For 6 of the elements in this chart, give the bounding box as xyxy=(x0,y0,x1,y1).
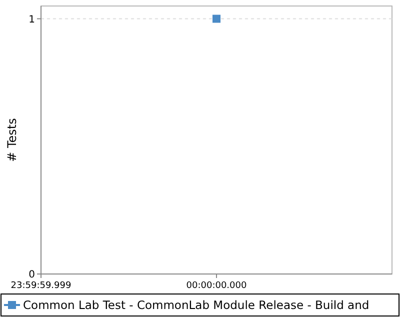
y-axis-title: # Tests xyxy=(5,118,19,162)
y-tick-label: 1 xyxy=(28,14,35,26)
legend-label: Common Lab Test - CommonLab Module Release - Build and xyxy=(23,298,370,312)
x-tick-label: 23:59:59.999 xyxy=(10,281,72,291)
x-tick-label: 00:00:00.000 xyxy=(186,281,247,291)
y-tick-label: 0 xyxy=(28,270,35,280)
